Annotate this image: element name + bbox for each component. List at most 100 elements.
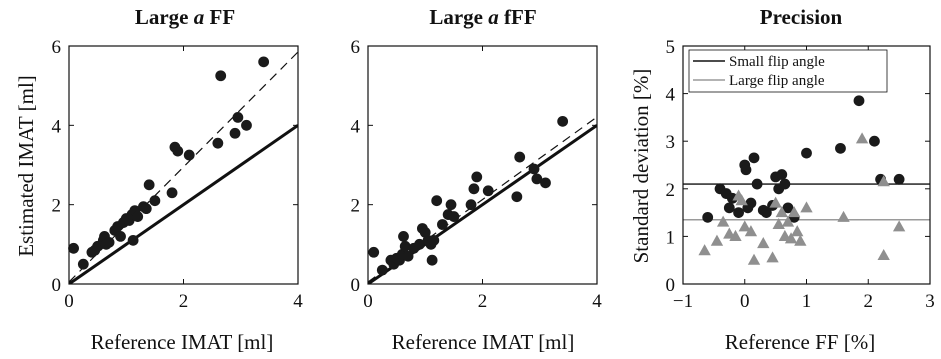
- panel-3-point-triangle: [766, 251, 779, 263]
- panel-2-ytick-label: 2: [351, 196, 361, 217]
- panel-3-ytick-label: 1: [666, 227, 676, 248]
- panel-3-point-circle: [733, 207, 744, 219]
- panel-1-point-circle: [149, 195, 161, 207]
- panel-3-point-triangle: [747, 253, 761, 265]
- panel-1-identity-line: [69, 124, 298, 284]
- panel-1-ytick-label: 2: [52, 196, 62, 217]
- panel-3-point-circle: [723, 202, 735, 214]
- panel-3-point-circle: [869, 135, 880, 147]
- panel-2-ytick-label: 4: [351, 116, 361, 137]
- panel-3-point-triangle: [787, 206, 801, 218]
- panel-3-point-circle: [835, 142, 846, 154]
- panel-2-point-circle: [468, 183, 480, 195]
- panel-1-title-post: FF: [204, 5, 235, 29]
- panel-3-point-triangle: [877, 175, 890, 187]
- panel-2-point-circle: [399, 240, 411, 252]
- panel-2-xtick-label: 0: [363, 291, 373, 312]
- panel-3-xtick-label: −1: [673, 291, 693, 312]
- panel-1-point-circle: [166, 187, 178, 199]
- panel-2-ytick-label: 6: [351, 37, 361, 58]
- panel-3-point-circle: [748, 152, 760, 164]
- panel-3-point-triangle: [772, 218, 785, 230]
- panel-1-ytick-label: 6: [52, 37, 62, 58]
- panel-3-point-circle: [745, 197, 757, 209]
- panel-1-point-circle: [140, 203, 152, 215]
- panel-2-point-circle: [414, 238, 425, 250]
- panel-2-point-circle: [431, 195, 443, 207]
- panel-2-xtick-label: 4: [592, 291, 602, 312]
- panel-2-point-circle: [368, 246, 380, 258]
- panel-2-point-circle: [471, 171, 483, 183]
- panel-1-xlabel: Reference IMAT [ml]: [91, 330, 274, 354]
- panel-3-point-circle: [893, 173, 905, 185]
- panel-1-point-circle: [68, 242, 79, 254]
- panel-1-point-circle: [115, 231, 126, 242]
- panel-3-point-circle: [727, 192, 738, 204]
- panel-1-point-circle: [103, 236, 115, 248]
- panel-1-point-circle: [77, 258, 89, 270]
- panel-3-point-triangle: [744, 225, 758, 237]
- panel-3-point-circle: [779, 178, 791, 190]
- panel-3-ytick-label: 4: [666, 85, 676, 106]
- panel-2-point-circle: [514, 151, 526, 163]
- panel-precision: Precision Standard deviation [%] Referen…: [629, 5, 935, 354]
- panel-3-point-circle: [853, 95, 865, 107]
- panel-3-point-triangle: [877, 248, 890, 260]
- panel-3-point-triangle: [775, 206, 788, 218]
- panel-2-point-circle: [376, 264, 388, 276]
- panel-2-title-post: fFF: [499, 5, 537, 29]
- panel-2-point-circle: [531, 173, 543, 185]
- panel-1-ylabel: Estimated IMAT [ml]: [14, 75, 38, 257]
- panel-3-xtick-label: 1: [802, 291, 812, 312]
- panel-2-title: Large a fFF: [429, 5, 536, 29]
- panel-2-point-circle: [398, 231, 409, 242]
- panel-3-point-triangle: [698, 244, 711, 256]
- panel-1-point-circle: [215, 70, 227, 82]
- panel-1-point-circle: [183, 149, 195, 161]
- panel-3-point-triangle: [735, 194, 748, 206]
- panel-3-point-triangle: [791, 225, 804, 237]
- panel-2-point-circle: [437, 219, 448, 230]
- panel-1-xtick-label: 2: [179, 291, 189, 312]
- panel-3-xlabel: Reference FF [%]: [725, 330, 875, 354]
- panel-3-xtick-label: 2: [864, 291, 874, 312]
- panel-3-point-triangle: [855, 132, 869, 144]
- panel-1-title-italic: a: [194, 5, 205, 29]
- panel-3-point-triangle: [837, 210, 850, 222]
- panel-1-title: Large a FF: [135, 5, 235, 29]
- panel-1-point-circle: [143, 179, 155, 191]
- panel-3-point-circle: [702, 211, 714, 223]
- panel-large-a-ff: Large a FF Estimated IMAT [ml] Reference…: [14, 5, 303, 354]
- panel-3-point-circle: [801, 147, 812, 159]
- panel-3-point-triangle: [710, 234, 724, 246]
- panel-3-point-triangle: [757, 237, 770, 249]
- panel-3-xtick-label: 3: [925, 291, 935, 312]
- panel-3-point-circle: [751, 178, 763, 190]
- legend: Small flip angle Large flip angle: [688, 49, 888, 93]
- panel-2-ytick-label: 0: [351, 275, 361, 296]
- panel-2-point-circle: [528, 163, 540, 175]
- legend-label-small-flip-angle: Small flip angle: [729, 54, 825, 70]
- legend-box: [688, 49, 888, 93]
- panel-3-point-triangle: [794, 234, 807, 246]
- panel-1-point-circle: [132, 211, 144, 222]
- panel-1-xtick-label: 4: [293, 291, 303, 312]
- panel-3-title: Precision: [760, 5, 843, 29]
- panel-3-ytick-label: 2: [666, 180, 676, 201]
- panel-2-point-circle: [445, 199, 457, 211]
- panel-3-ytick-label: 5: [666, 37, 676, 58]
- panel-3-xtick-label: 0: [740, 291, 750, 312]
- legend-label-large-flip-angle: Large flip angle: [729, 73, 825, 89]
- panel-3-point-circle: [740, 164, 752, 176]
- panel-1-xtick-label: 0: [64, 291, 74, 312]
- panel-2-point-circle: [482, 185, 494, 197]
- panel-2-point-circle: [448, 211, 460, 222]
- panel-3-point-triangle: [784, 232, 798, 244]
- panel-2-point-circle: [557, 115, 569, 127]
- panel-3-point-triangle: [769, 196, 782, 208]
- panel-large-a-fff: Large a fFF Reference IMAT [ml] 0 2 4 0 2 4 6: [351, 5, 603, 354]
- panel-3-point-circle: [760, 207, 772, 219]
- panel-2-point-circle: [511, 191, 523, 203]
